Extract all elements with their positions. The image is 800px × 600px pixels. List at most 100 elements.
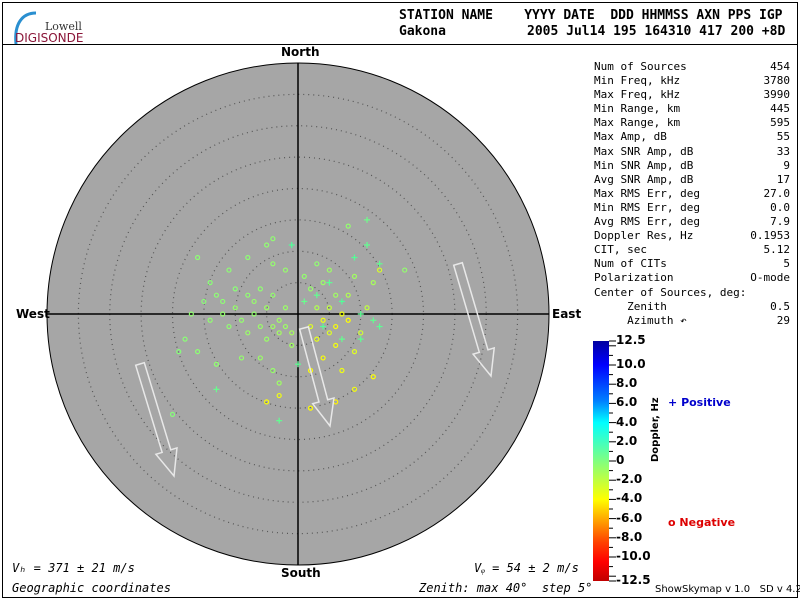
negative-doppler-point	[289, 330, 295, 336]
negative-doppler-point	[320, 355, 326, 361]
colorbar-tick-label: 6.0	[616, 395, 638, 410]
negative-doppler-point	[370, 374, 376, 380]
positive-doppler-point	[301, 298, 308, 305]
negative-doppler-point	[282, 305, 289, 311]
negative-doppler-point	[276, 317, 282, 323]
negative-doppler-point	[333, 342, 339, 348]
negative-doppler-point	[364, 305, 370, 311]
stat-value: 27.0	[763, 186, 791, 200]
negative-doppler-point	[301, 273, 307, 279]
stat-row: Num of CITs 5	[594, 257, 790, 271]
positive-doppler-point	[338, 336, 345, 343]
negative-doppler-point	[226, 323, 232, 330]
positive-doppler-point	[357, 311, 364, 317]
stat-label: Avg SNR Amp, dB	[594, 172, 694, 186]
negative-doppler-point	[339, 367, 345, 374]
stat-value: 0.5	[770, 299, 790, 313]
positive-doppler-point	[338, 298, 345, 305]
stat-label: Max Range, km	[594, 116, 681, 130]
stat-label: Max RMS Err, deg	[594, 186, 700, 200]
plus-icon: +	[668, 396, 678, 409]
colorbar-tick-label: -6.0	[616, 510, 643, 525]
station-name: Gakona	[399, 24, 446, 39]
colorbar-tick-label: -12.5	[616, 573, 651, 587]
stat-label: Azimuth ↶	[594, 313, 687, 327]
stat-value: 454	[770, 60, 790, 73]
stat-value: 55	[776, 130, 790, 144]
stat-value: 0.0	[770, 200, 790, 214]
stat-label: Avg RMS Err, deg	[594, 215, 700, 229]
stat-label: Center of Sources, deg:	[594, 285, 747, 299]
stat-value: 7.9	[770, 215, 790, 229]
negative-doppler-point	[232, 286, 238, 292]
colorbar-tick-label: 4.0	[616, 414, 638, 429]
vertical-velocity: Vᵩ = 54 ± 2 m/s	[474, 561, 579, 575]
colorbar-tick-label: 2.0	[616, 433, 638, 448]
stat-value: 9	[783, 158, 790, 172]
stat-label: Max Amp, dB	[594, 130, 667, 144]
negative-doppler-point	[358, 330, 364, 336]
negative-doppler-point	[289, 342, 295, 348]
header-labels: STATION NAME YYYY DATE DDD HHMMSS AXN PP…	[399, 8, 783, 23]
negative-doppler-point	[245, 292, 251, 298]
negative-doppler-point	[213, 361, 220, 367]
stat-row: CIT, sec 5.12	[594, 243, 790, 257]
negative-doppler-point	[276, 392, 282, 399]
negative-doppler-point	[402, 267, 408, 273]
stat-label: CIT, sec	[594, 243, 647, 257]
logo-digisonde: DIGISONDE	[15, 31, 84, 45]
negative-doppler-point	[307, 286, 314, 292]
positive-doppler-point	[364, 216, 371, 223]
stat-label: Max SNR Amp, dB	[594, 144, 694, 158]
negative-doppler-point	[270, 323, 276, 330]
horizontal-velocity: Vₕ = 371 ± 21 m/s	[12, 561, 135, 575]
velocity-arrow-icon	[298, 325, 335, 428]
negative-doppler-point	[238, 355, 245, 361]
negative-doppler-point	[320, 317, 326, 323]
positive-doppler-point	[276, 417, 283, 424]
positive-doppler-point	[295, 361, 301, 368]
negative-doppler-point	[195, 254, 201, 261]
negative-doppler-point	[257, 286, 263, 292]
stat-row: Center of Sources, deg:	[594, 286, 790, 300]
positive-doppler-point	[351, 254, 358, 261]
positive-doppler-point	[376, 260, 383, 267]
colorbar-tick-label: 10.0	[616, 357, 646, 371]
stat-value: 445	[770, 102, 790, 116]
positive-doppler-point	[370, 317, 377, 324]
negative-doppler-point	[176, 349, 182, 355]
stat-value: 3780	[763, 74, 791, 88]
negative-doppler-point	[376, 267, 383, 273]
doppler-colorbar	[593, 341, 609, 581]
negative-doppler-point	[232, 305, 238, 311]
negative-doppler-point	[276, 380, 282, 386]
negative-doppler-point	[314, 305, 320, 311]
negative-doppler-point	[238, 317, 245, 323]
negative-doppler-point	[270, 236, 276, 242]
logo-lowell: Lowell	[45, 20, 82, 33]
stat-label: Max Freq, kHz	[594, 88, 681, 102]
label-east: East	[552, 307, 582, 321]
stat-row: Max SNR Amp, dB 33	[594, 145, 790, 159]
legend-positive-label: Positive	[681, 396, 731, 409]
stat-label: Num of Sources	[594, 60, 687, 73]
legend-negative: o Negative	[668, 516, 735, 529]
negative-doppler-point	[326, 305, 332, 311]
negative-doppler-point	[314, 261, 320, 267]
stat-value: 33	[776, 144, 790, 158]
stat-label: Zenith	[594, 299, 667, 313]
zenith-info: Zenith: max 40° step 5°	[419, 581, 593, 595]
colorbar-tick-label: 0	[616, 453, 625, 467]
label-south: South	[281, 566, 321, 580]
stat-value: 595	[770, 116, 790, 130]
negative-doppler-point	[195, 349, 201, 355]
colorbar-tick-label: -8.0	[616, 529, 643, 544]
legend-negative-label: Negative	[679, 516, 736, 529]
negative-doppler-point	[339, 311, 345, 317]
stat-value: 3990	[763, 88, 791, 102]
negative-doppler-point	[188, 311, 194, 317]
colorbar-label: Doppler, Hz	[650, 397, 661, 462]
negative-doppler-point	[351, 273, 358, 279]
